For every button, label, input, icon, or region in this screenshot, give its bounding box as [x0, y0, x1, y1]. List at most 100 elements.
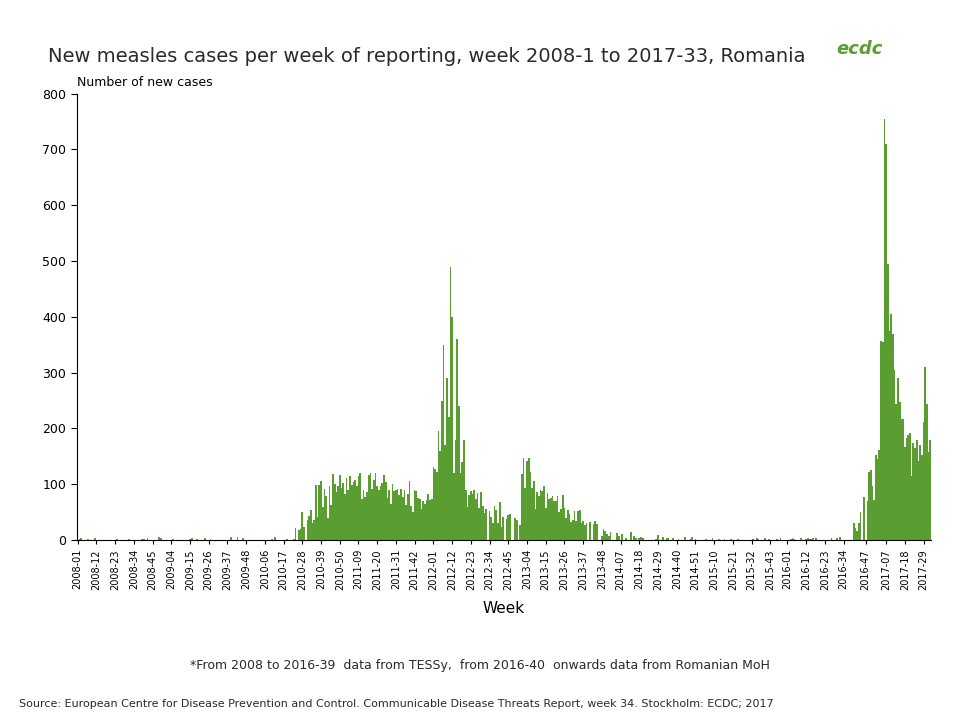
Bar: [489, 511, 491, 540]
Bar: [572, 520, 574, 540]
Bar: [528, 458, 530, 540]
Bar: [610, 532, 612, 540]
Bar: [350, 485, 352, 540]
Bar: [550, 498, 552, 540]
Bar: [471, 494, 473, 540]
Bar: [419, 499, 420, 540]
Bar: [337, 487, 339, 540]
Bar: [535, 509, 537, 540]
Bar: [538, 497, 540, 540]
Bar: [625, 539, 627, 540]
Bar: [160, 538, 162, 540]
Bar: [579, 510, 581, 540]
Bar: [812, 539, 814, 540]
Bar: [718, 539, 720, 540]
Bar: [473, 490, 475, 540]
Bar: [352, 482, 354, 540]
Bar: [402, 497, 403, 540]
Bar: [792, 539, 793, 540]
Bar: [523, 458, 524, 540]
Bar: [497, 523, 499, 540]
Bar: [568, 514, 570, 540]
Bar: [365, 497, 366, 540]
Bar: [196, 539, 198, 540]
Bar: [87, 539, 88, 540]
Bar: [363, 490, 365, 540]
Bar: [322, 507, 324, 540]
Bar: [418, 498, 419, 540]
Bar: [410, 506, 412, 540]
Bar: [830, 538, 832, 540]
Bar: [380, 486, 381, 540]
Bar: [634, 536, 636, 540]
Text: ecdc: ecdc: [836, 40, 882, 58]
Bar: [440, 451, 441, 540]
Bar: [764, 538, 766, 540]
Bar: [876, 459, 878, 540]
Bar: [422, 502, 424, 540]
Bar: [462, 462, 463, 540]
Bar: [875, 454, 876, 540]
Bar: [863, 497, 865, 540]
Bar: [509, 514, 511, 540]
Bar: [557, 497, 559, 540]
Bar: [409, 481, 410, 540]
Bar: [321, 481, 322, 540]
Bar: [358, 477, 359, 540]
Bar: [662, 537, 664, 540]
Bar: [348, 490, 349, 540]
Bar: [237, 537, 238, 540]
Bar: [94, 538, 96, 540]
Bar: [874, 500, 875, 540]
Bar: [81, 539, 82, 540]
Bar: [361, 499, 363, 540]
Bar: [354, 480, 356, 540]
Bar: [446, 378, 447, 540]
Bar: [552, 496, 553, 540]
Bar: [443, 345, 444, 540]
Bar: [926, 404, 927, 540]
Bar: [434, 469, 436, 540]
Bar: [383, 474, 385, 540]
Bar: [420, 509, 422, 540]
Bar: [403, 490, 405, 540]
Bar: [359, 473, 361, 540]
Bar: [425, 500, 427, 540]
Bar: [431, 499, 433, 540]
Bar: [315, 485, 317, 540]
Bar: [577, 511, 579, 540]
Bar: [559, 511, 561, 540]
Bar: [286, 539, 288, 540]
Bar: [485, 509, 487, 540]
Bar: [424, 504, 425, 540]
Bar: [815, 538, 817, 540]
Bar: [387, 498, 388, 540]
Bar: [300, 528, 301, 540]
Bar: [856, 531, 858, 540]
Bar: [603, 529, 605, 540]
Bar: [324, 489, 325, 540]
Bar: [356, 486, 358, 540]
Bar: [567, 510, 568, 540]
Bar: [515, 518, 516, 540]
Bar: [400, 489, 402, 540]
Bar: [500, 526, 502, 540]
Bar: [172, 539, 174, 540]
Bar: [368, 474, 370, 540]
Bar: [665, 538, 667, 540]
Bar: [581, 523, 583, 540]
Bar: [416, 491, 418, 540]
Bar: [923, 422, 924, 540]
Bar: [429, 500, 431, 540]
Bar: [335, 492, 337, 540]
Bar: [684, 537, 686, 540]
Bar: [667, 538, 669, 540]
Bar: [800, 539, 802, 540]
Bar: [854, 528, 856, 540]
Bar: [242, 539, 244, 540]
Bar: [642, 539, 643, 540]
Bar: [924, 367, 926, 540]
Bar: [438, 431, 440, 540]
Bar: [673, 539, 674, 540]
Bar: [392, 484, 394, 540]
